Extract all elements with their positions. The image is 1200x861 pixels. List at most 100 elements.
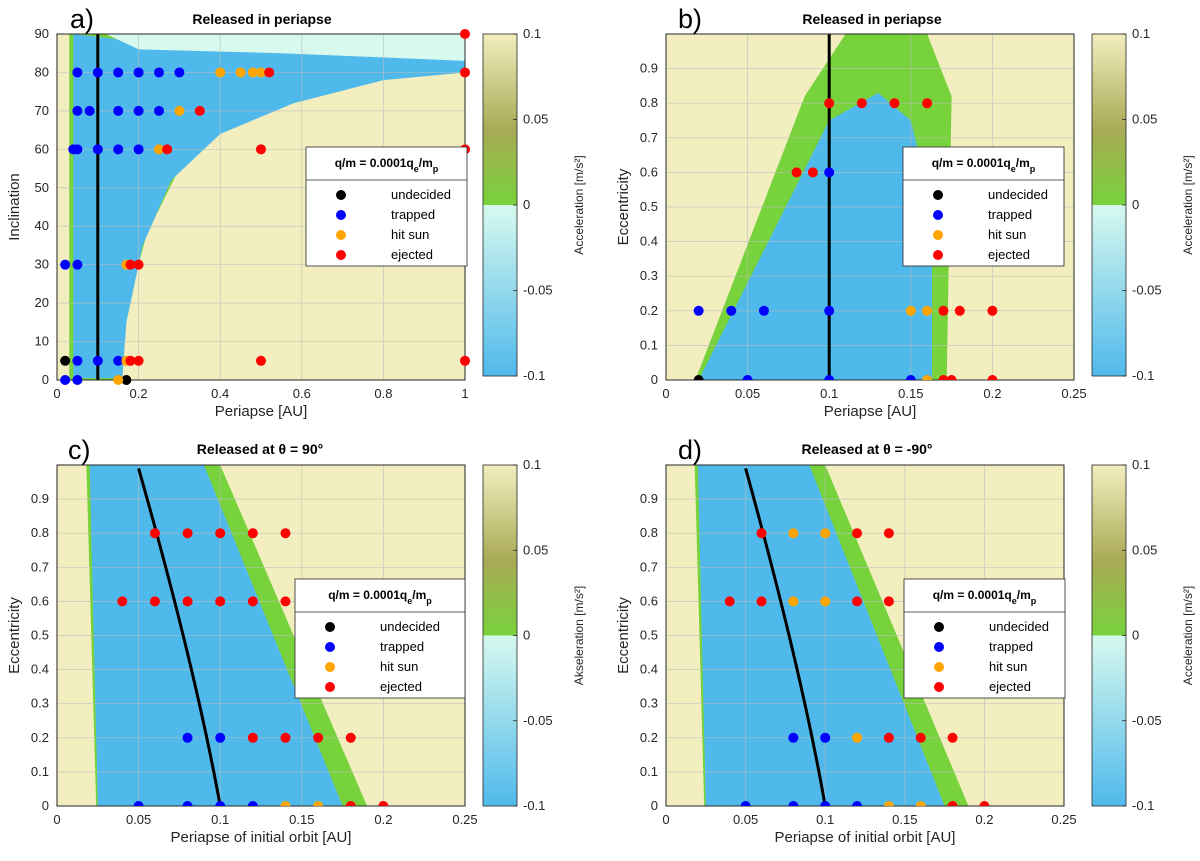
- x-tick-label: 0: [662, 386, 669, 401]
- point-ejected: [756, 596, 767, 607]
- data-points: [60, 29, 470, 385]
- x-tick-label: 0.15: [892, 812, 917, 827]
- panel-c: 0 0.05 0.1 0.15 0.2 0.25 0 0.1 0.2 0.3 0.4 0.5 0.6 0.…: [6, 435, 586, 846]
- legend-title-sub-e: e: [1011, 164, 1016, 174]
- point-ejected: [824, 98, 835, 109]
- legend-title-main: q/m = 0.0001q: [335, 156, 414, 170]
- y-tick-label: 0.3: [640, 696, 658, 711]
- x-tick-label: 0.4: [211, 386, 229, 401]
- x-tick-label: 0.25: [1061, 386, 1086, 401]
- legend-entry-label: hit sun: [989, 659, 1027, 674]
- point-hit-sun: [256, 67, 266, 78]
- colorbar-tick-label: -0.1: [523, 368, 545, 383]
- point-trapped: [693, 305, 704, 316]
- point-ejected: [117, 596, 128, 607]
- point-ejected: [883, 596, 894, 607]
- point-ejected: [947, 732, 958, 743]
- colorbar-tick-label: -0.1: [1132, 368, 1154, 383]
- point-trapped: [905, 375, 916, 380]
- legend-entry-label: undecided: [391, 187, 451, 202]
- y-tick-label: 0.6: [640, 593, 658, 608]
- legend-box: [903, 578, 1066, 699]
- colorbar: 0.1 0.05 0 -0.05 -0.1 Acceleration [m/s²]: [1091, 26, 1195, 383]
- legend-entry-label: undecided: [989, 619, 1049, 634]
- legend-title-main: q/m = 0.0001q: [932, 156, 1011, 170]
- y-axis-label: Eccentricity: [615, 597, 632, 674]
- chart-title: Released at θ = -90°: [801, 441, 932, 457]
- colorbar-gradient: [1091, 33, 1127, 377]
- colorbar-tick-label: 0.05: [1132, 542, 1157, 557]
- point-trapped: [133, 144, 144, 155]
- point-undecided: [693, 375, 704, 380]
- point-hit-sun: [174, 105, 185, 116]
- point-trapped: [60, 375, 71, 385]
- legend-title: q/m = 0.0001qe/mp: [335, 156, 439, 174]
- x-tick-label: 0.15: [289, 812, 314, 827]
- legend-entry-label: ejected: [989, 679, 1031, 694]
- point-hit-sun: [820, 596, 831, 607]
- point-trapped: [726, 305, 737, 316]
- x-axis-label: Periapse [AU]: [215, 403, 308, 420]
- panel-label: b): [678, 4, 702, 34]
- legend-marker: [933, 250, 943, 260]
- legend-title-main: q/m = 0.0001q: [328, 588, 407, 602]
- chart-title: Released at θ = 90°: [197, 441, 323, 457]
- legend-marker: [933, 190, 943, 200]
- point-ejected: [883, 528, 894, 539]
- legend-entry-label: ejected: [380, 679, 422, 694]
- point-ejected: [852, 596, 863, 607]
- y-tick-label: 0.7: [640, 559, 658, 574]
- map-top-band: [105, 34, 465, 61]
- colorbar-tick-label: 0.05: [523, 112, 548, 127]
- point-ejected: [345, 801, 356, 806]
- chart-title: Released in periapse: [192, 11, 332, 27]
- legend-entry-label: ejected: [391, 247, 433, 262]
- colorbar-tick-label: -0.05: [523, 283, 553, 298]
- point-trapped: [215, 732, 226, 743]
- legend: q/m = 0.0001qe/mp undecided trapped hit sun…: [903, 578, 1066, 699]
- colorbar-tick-label: -0.1: [523, 798, 545, 813]
- legend: q/m = 0.0001qe/mp undecided trapped hit sun…: [902, 146, 1065, 267]
- point-ejected: [280, 732, 291, 743]
- colorbar-tick-label: 0.1: [523, 457, 541, 472]
- data-points: [117, 528, 389, 806]
- legend-marker: [336, 230, 346, 240]
- point-ejected: [938, 375, 949, 380]
- point-trapped: [740, 801, 751, 806]
- point-trapped: [113, 67, 124, 78]
- legend-title: q/m = 0.0001qe/mp: [932, 156, 1036, 174]
- y-tick-label: 0.4: [31, 662, 49, 677]
- y-tick-label: 50: [35, 180, 49, 195]
- y-tick-label: 0.1: [31, 764, 49, 779]
- x-tick-label: 0.2: [975, 812, 993, 827]
- point-trapped: [154, 67, 164, 78]
- panel-a: 0 0.2 0.4 0.6 0.8 10102030405060708090Periaps…: [6, 4, 586, 420]
- map-negative-region: [698, 92, 933, 380]
- y-tick-label: 40: [35, 218, 49, 233]
- point-ejected: [915, 732, 926, 743]
- panel-b: 0 0.05 0.1 0.15 0.2 0.25 0 0.1 0.2 0.3 0.4 0.5 0.6 0.…: [615, 4, 1195, 420]
- point-ejected: [280, 528, 291, 539]
- point-trapped: [72, 144, 83, 155]
- panel-d: 0 0.05 0.1 0.15 0.2 0.25 0 0.1 0.2 0.3 0.4 0.5 0.6 0.…: [615, 435, 1195, 846]
- y-tick-label: 0.9: [640, 61, 658, 76]
- colorbar: 0.1 0.05 0 -0.05 -0.1 Acceleration [m/s²]: [1091, 457, 1195, 813]
- point-ejected: [162, 144, 173, 155]
- point-trapped: [788, 801, 799, 806]
- colorbar-tick-label: 0: [523, 628, 530, 643]
- point-ejected: [938, 305, 949, 316]
- colorbar-tick-label: -0.05: [523, 713, 553, 728]
- point-trapped: [824, 375, 835, 380]
- panel-label: d): [678, 435, 702, 465]
- point-hit-sun: [883, 801, 894, 806]
- data-points: [693, 98, 998, 380]
- y-tick-label: 0.7: [31, 559, 49, 574]
- colorbar-tick-label: -0.05: [1132, 283, 1162, 298]
- point-ejected: [460, 29, 470, 39]
- y-tick-label: 0.2: [640, 303, 658, 318]
- point-ejected: [345, 732, 356, 743]
- x-tick-label: 0.25: [1051, 812, 1076, 827]
- point-hit-sun: [922, 305, 933, 316]
- legend-entry-label: undecided: [988, 187, 1048, 202]
- point-trapped: [72, 259, 83, 270]
